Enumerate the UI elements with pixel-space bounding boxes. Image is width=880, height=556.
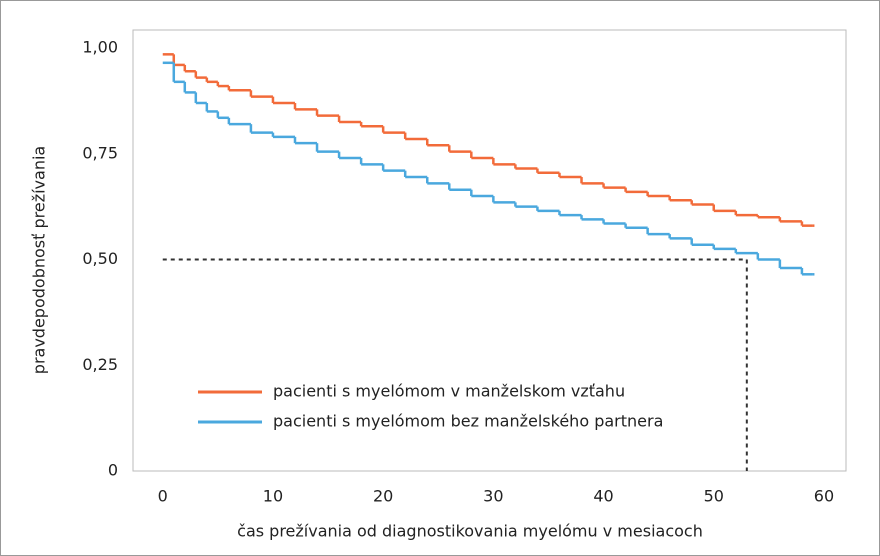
x-tick-label: 50: [704, 487, 724, 506]
legend-label: pacienti s myelómom bez manželského part…: [273, 412, 663, 431]
x-tick-label: 20: [373, 487, 393, 506]
y-tick-label: 0,25: [82, 355, 118, 374]
y-tick-label: 0,50: [82, 249, 118, 268]
y-tick-label: 0: [108, 461, 118, 480]
x-tick-label: 40: [593, 487, 613, 506]
x-tick-label: 10: [263, 487, 283, 506]
plot-frame: [132, 29, 847, 472]
x-tick-label: 60: [814, 487, 834, 506]
x-tick-label: 30: [483, 487, 503, 506]
legend-label: pacienti s myelómom v manželskom vzťahu: [273, 382, 625, 401]
y-tick-label: 1,00: [82, 38, 118, 57]
x-axis-label: čas prežívania od diagnostikovania myeló…: [237, 522, 703, 541]
x-tick-label: 0: [158, 487, 168, 506]
y-axis-label: pravdepodobnosť prežívania: [30, 146, 49, 374]
y-tick-label: 0,75: [82, 143, 118, 162]
